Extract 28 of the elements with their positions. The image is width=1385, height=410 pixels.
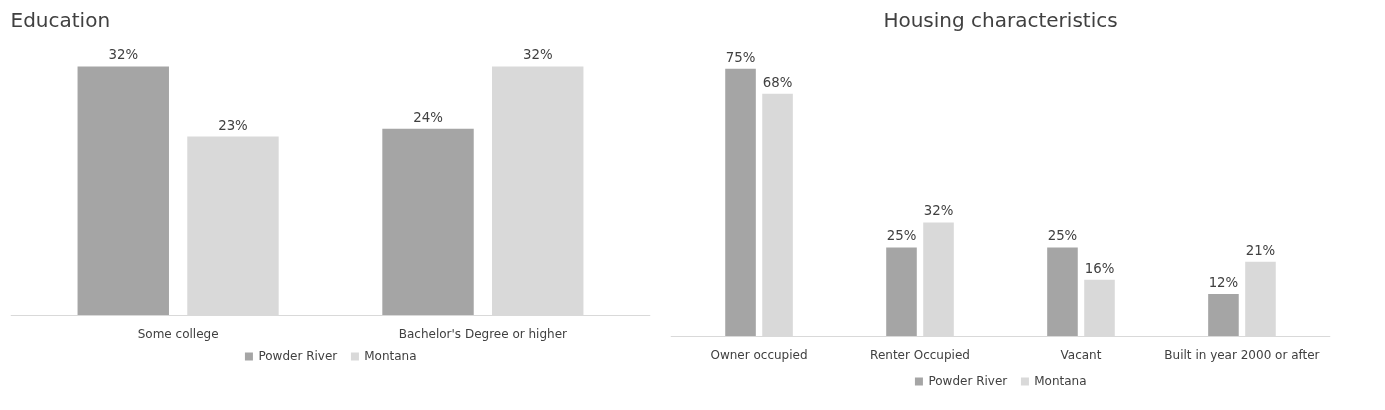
data-label: 32% (108, 47, 139, 63)
data-label: 12% (1208, 274, 1239, 290)
bar (886, 247, 917, 337)
data-label: 32% (923, 203, 954, 219)
x-tick-label: Vacant (1060, 347, 1102, 362)
legend-label: Powder River (258, 349, 338, 363)
data-label: 21% (1245, 242, 1276, 258)
bar (1208, 293, 1239, 337)
x-tick-label: Owner occupied (710, 347, 808, 362)
data-label: 25% (886, 228, 917, 244)
chart-title: Education (10, 7, 111, 32)
data-label: 68% (762, 74, 793, 90)
legend-label: Montana (1034, 374, 1087, 388)
bar (1047, 247, 1078, 337)
x-tick-label: Renter Occupied (870, 347, 970, 362)
data-label: 75% (725, 49, 756, 65)
data-label: 16% (1084, 260, 1115, 276)
legend-label: Montana (364, 349, 417, 363)
x-tick-label: Some college (137, 326, 219, 341)
data-label: 25% (1047, 228, 1078, 244)
data-label: 23% (218, 117, 248, 133)
x-tick-label: Bachelor's Degree or higher (398, 326, 568, 341)
data-label: 32% (522, 47, 553, 63)
x-tick-label: Built in year 2000 or after (1164, 347, 1320, 362)
legend-label: Powder River (928, 374, 1008, 388)
chart-title: Housing characteristics (883, 7, 1118, 32)
bar (725, 68, 756, 337)
data-label: 24% (413, 109, 443, 125)
